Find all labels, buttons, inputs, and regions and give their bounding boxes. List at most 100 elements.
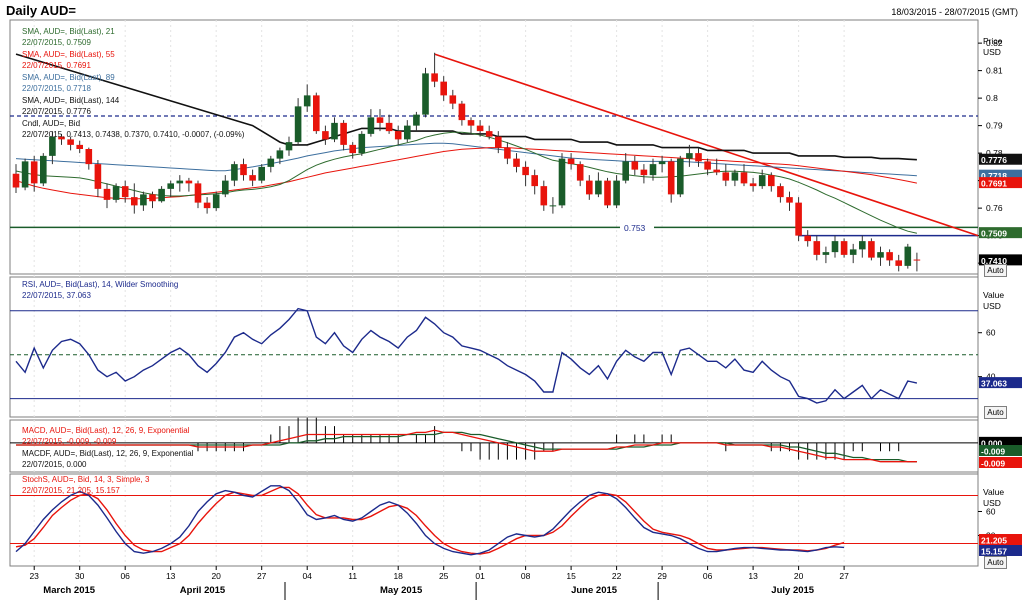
candle-body bbox=[558, 158, 566, 206]
macd-line bbox=[16, 429, 917, 463]
candle-body bbox=[640, 169, 648, 176]
candle-body bbox=[158, 188, 165, 202]
candle-body bbox=[49, 136, 56, 156]
rsi-right-label-0-bg bbox=[979, 377, 1022, 389]
x-tick-label-4: 20 bbox=[211, 571, 221, 581]
candle-body bbox=[449, 95, 457, 104]
candle-body bbox=[76, 144, 83, 149]
candle-body bbox=[94, 164, 102, 189]
candle-body bbox=[67, 139, 74, 145]
stoch-auto-button[interactable]: Auto bbox=[984, 556, 1007, 569]
price-legend-value-4: 22/07/2015, 0.7413, 0.7438, 0.7370, 0.74… bbox=[22, 130, 245, 139]
price-tick-label-3: 0.79 bbox=[986, 121, 1003, 131]
price-auto-button[interactable]: Auto bbox=[984, 264, 1007, 277]
candle-body bbox=[476, 125, 484, 132]
candle-body bbox=[467, 120, 475, 126]
x-tick-label-12: 15 bbox=[566, 571, 576, 581]
x-tick-label-0: 23 bbox=[29, 571, 39, 581]
macd-right-label-0-bg bbox=[979, 436, 1022, 448]
candle-body bbox=[567, 158, 575, 165]
stoch-right-label-1: 15.157 bbox=[981, 547, 1007, 557]
x-tick-label-16: 13 bbox=[748, 571, 758, 581]
candle-body bbox=[240, 164, 247, 176]
candle-body bbox=[349, 144, 356, 154]
x-month-label-1: April 2015 bbox=[180, 585, 226, 596]
price-legend-value-1: 22/07/2015, 0.7691 bbox=[22, 61, 92, 70]
candle-body bbox=[677, 158, 684, 195]
candle-body bbox=[12, 173, 20, 188]
candle-body bbox=[604, 180, 611, 206]
candle-body bbox=[886, 252, 893, 261]
candle-body bbox=[777, 186, 784, 198]
x-tick-label-2: 06 bbox=[120, 571, 130, 581]
candle-body bbox=[613, 180, 620, 206]
x-tick-label-1: 30 bbox=[75, 571, 85, 581]
candle-body bbox=[440, 81, 447, 96]
candle-body bbox=[686, 153, 693, 159]
candle-body bbox=[303, 95, 311, 107]
price-right-label-1-bg bbox=[979, 169, 1022, 181]
candle-body bbox=[586, 180, 593, 195]
stoch-tick-label-0: 60 bbox=[986, 506, 996, 516]
candle-body bbox=[422, 73, 429, 115]
x-tick-label-3: 13 bbox=[166, 571, 176, 581]
candle-body bbox=[522, 166, 529, 176]
x-tick-label-13: 22 bbox=[612, 571, 622, 581]
candle-body bbox=[485, 131, 493, 137]
candle-body bbox=[540, 186, 548, 206]
stoch-right-label-1-bg bbox=[979, 545, 1022, 556]
candle-body bbox=[267, 158, 275, 167]
stoch-axis-unit: USD bbox=[983, 498, 1001, 508]
candle-body bbox=[631, 161, 639, 170]
stoch-right-label-0: 21.205 bbox=[981, 536, 1007, 546]
candle-body bbox=[576, 164, 584, 181]
sma144-line bbox=[15, 53, 917, 161]
candle-body bbox=[804, 235, 811, 242]
macd-right-label-2-bg bbox=[979, 457, 1022, 468]
rsi-auto-button[interactable]: Auto bbox=[984, 406, 1007, 419]
candle-body bbox=[385, 122, 393, 132]
candle-body bbox=[58, 136, 65, 140]
x-tick-label-18: 27 bbox=[839, 571, 849, 581]
candle-body bbox=[404, 125, 411, 140]
candle-body bbox=[722, 172, 730, 181]
x-tick-label-6: 04 bbox=[302, 571, 312, 581]
candle-body bbox=[822, 252, 830, 255]
chart-title: Daily AUD= bbox=[6, 3, 76, 18]
x-month-label-0: March 2015 bbox=[43, 585, 95, 596]
price-tick-label-1: 0.81 bbox=[986, 66, 1003, 76]
sma89-line bbox=[15, 142, 917, 177]
sma55-line bbox=[15, 147, 918, 200]
candle-body bbox=[904, 246, 912, 266]
candle-body bbox=[21, 161, 29, 188]
candle-body bbox=[849, 249, 857, 255]
sma21-line bbox=[15, 131, 918, 234]
candle-body bbox=[376, 117, 384, 123]
candle-body bbox=[531, 175, 538, 187]
macd-right-label-0: 0.000 bbox=[981, 438, 1003, 448]
price-right-label-2: 0.7691 bbox=[981, 179, 1007, 189]
x-tick-label-14: 29 bbox=[657, 571, 667, 581]
price-level-label-0: 0.753 bbox=[624, 223, 646, 233]
candle-body bbox=[394, 131, 402, 140]
price-panel bbox=[9, 19, 979, 275]
x-tick-label-5: 27 bbox=[257, 571, 267, 581]
candle-body bbox=[840, 241, 848, 255]
price-legend-name-0: SMA, AUD=, Bid(Last), 21 bbox=[22, 27, 115, 36]
price-legend-value-2: 22/07/2015, 0.7718 bbox=[22, 84, 92, 93]
price-legend-value-0: 22/07/2015, 0.7509 bbox=[22, 38, 92, 47]
candle-body bbox=[649, 164, 657, 176]
candle-body bbox=[786, 197, 793, 203]
price-tick-label-2: 0.8 bbox=[986, 93, 998, 103]
candle-body bbox=[831, 241, 839, 253]
candle-body bbox=[185, 180, 193, 184]
candle-body bbox=[331, 122, 338, 140]
candle-body bbox=[285, 142, 293, 151]
stoch-k-line bbox=[15, 485, 845, 556]
macd-legend-value-1: 22/07/2015, 0.000 bbox=[22, 460, 87, 469]
price-axis-unit: USD bbox=[983, 47, 1001, 57]
rsi-panel bbox=[9, 276, 979, 418]
candle-body bbox=[231, 164, 238, 181]
candle-body bbox=[768, 175, 775, 187]
candle-body bbox=[595, 180, 602, 195]
